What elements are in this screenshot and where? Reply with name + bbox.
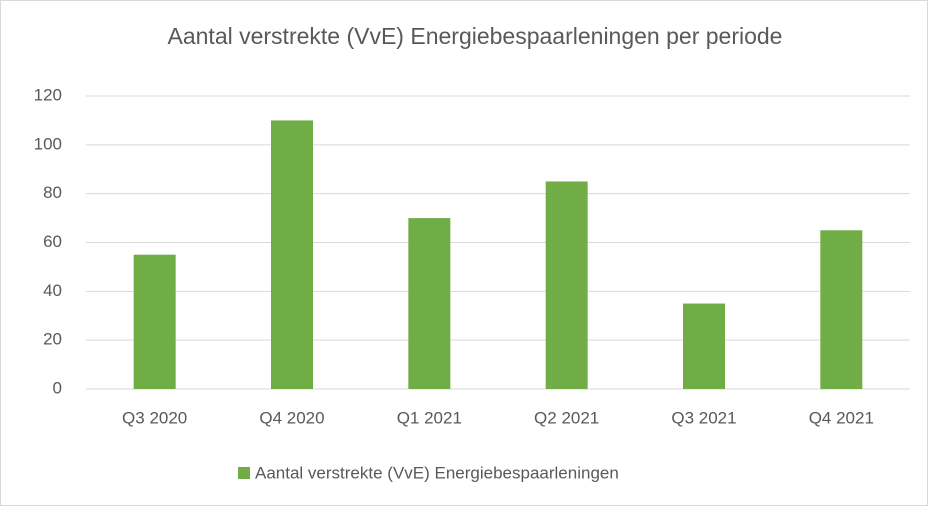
legend-swatch [238,467,250,479]
bar [271,120,313,390]
legend-label: Aantal verstrekte (VvE) Energiebespaarle… [255,463,619,482]
bar [683,303,725,389]
x-tick-label: Q4 2020 [259,408,324,427]
bar [820,230,863,389]
x-tick-label: Q3 2020 [122,408,187,427]
x-tick-label: Q3 2021 [671,408,736,427]
chart-title: Aantal verstrekte (VvE) Energiebespaarle… [168,23,783,49]
x-tick-label: Q1 2021 [397,408,462,427]
x-tick-label: Q4 2021 [809,408,874,427]
y-tick-label: 80 [43,183,62,202]
y-tick-label: 60 [43,232,62,251]
bar [545,181,588,389]
y-tick-label: 20 [43,330,62,349]
bar [133,254,176,389]
y-tick-label: 100 [34,134,62,153]
y-tick-label: 40 [43,281,62,300]
bar [408,218,451,389]
x-tick-label: Q2 2021 [534,408,599,427]
y-tick-label: 120 [34,85,62,104]
y-tick-label: 0 [53,378,62,397]
